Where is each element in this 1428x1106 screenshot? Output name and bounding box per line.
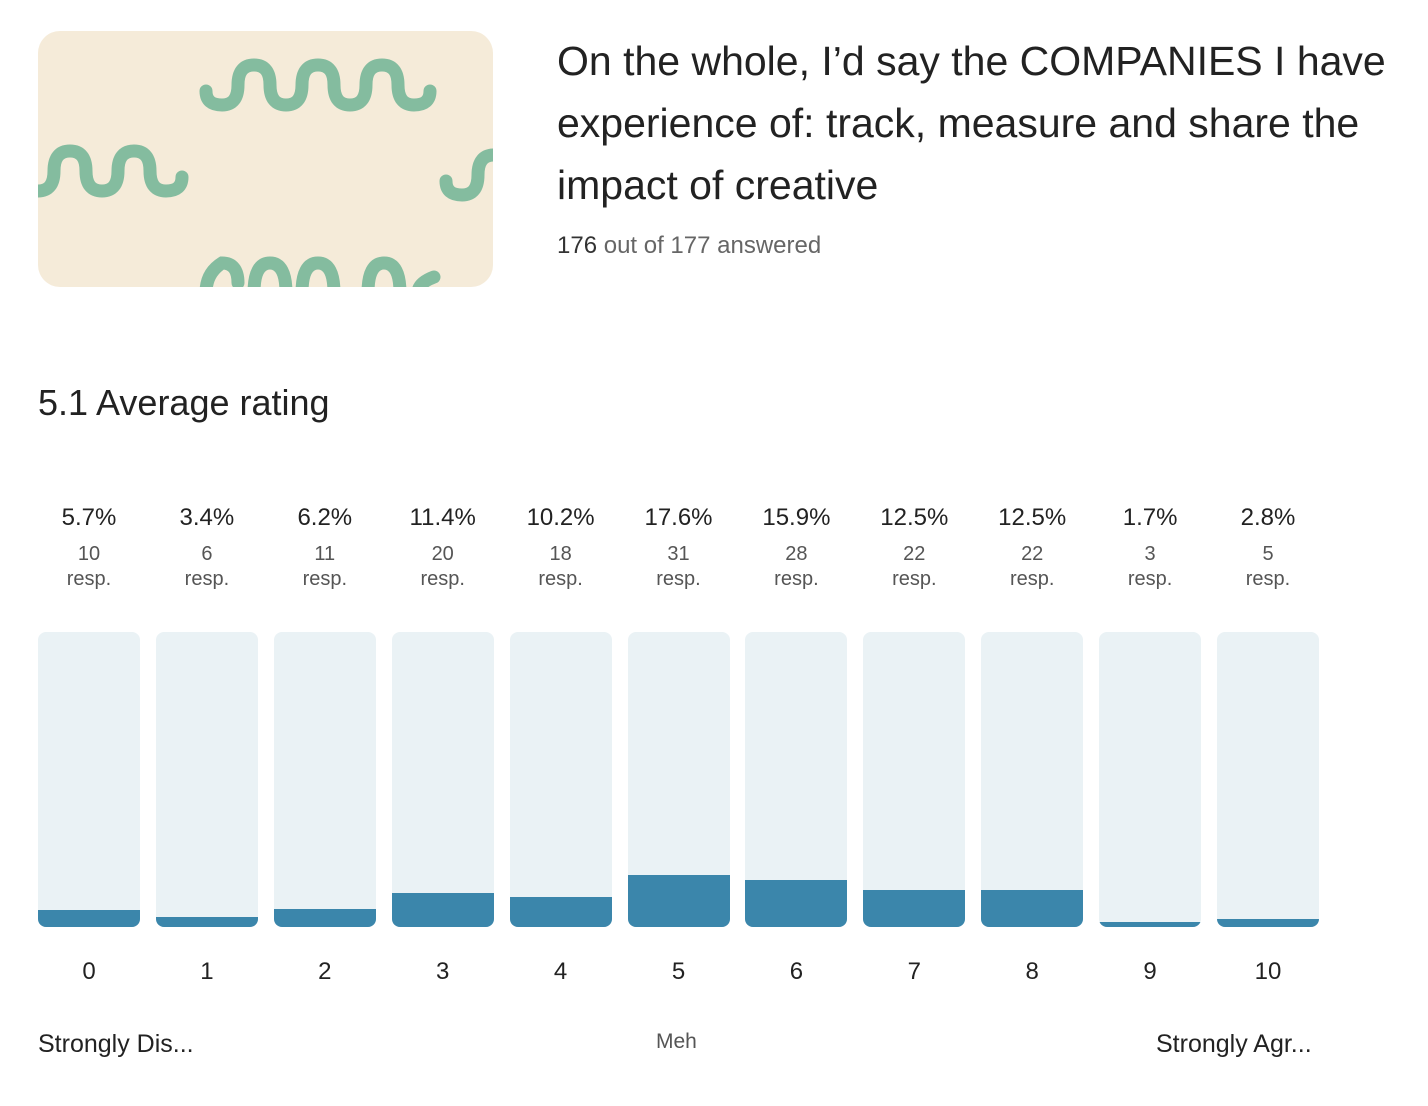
scale-label-left: Strongly Dis...: [38, 1030, 194, 1058]
resp-label: resp.: [302, 568, 348, 590]
percent-label: 12.5%: [998, 504, 1067, 531]
bar-fill: [1217, 918, 1319, 927]
scale-label-middle: Meh: [656, 1030, 697, 1053]
percent-label: 12.5%: [880, 504, 949, 531]
bar-track: [155, 632, 258, 927]
resp-label: resp.: [420, 568, 465, 590]
bar-fill: [745, 880, 848, 927]
percent-label: 3.4%: [179, 504, 235, 531]
bar-track: [1217, 632, 1319, 927]
count-label: 31: [667, 543, 690, 565]
count-label: 10: [77, 543, 101, 565]
bar-fill: [38, 910, 140, 927]
count-label: 22: [903, 543, 926, 565]
question-title: On the whole, I’d say the COMPANIES I ha…: [557, 38, 1386, 208]
bar-fill: [509, 896, 612, 927]
x-tick-label: 1: [200, 958, 214, 985]
rating-column: 12.5% 22 resp. 7: [863, 500, 966, 985]
count-label: 11: [314, 543, 336, 565]
resp-label: resp.: [538, 568, 583, 590]
bar-track: [273, 632, 376, 927]
bar-track: [981, 632, 1084, 927]
rating-column: 12.5% 22 resp. 8: [981, 500, 1084, 985]
count-label: 22: [1021, 543, 1044, 565]
resp-label: resp.: [774, 568, 819, 590]
bar-fill: [273, 908, 376, 927]
resp-label: resp.: [892, 568, 937, 590]
rating-column: 3.4% 6 resp. 1: [155, 500, 258, 985]
bar-track: [38, 632, 140, 927]
x-tick-label: 10: [1254, 958, 1282, 985]
bar-fill: [627, 875, 730, 927]
rating-column: 1.7% 3 resp. 9: [1099, 500, 1202, 985]
count-label: 18: [549, 543, 572, 565]
percent-label: 17.6%: [644, 504, 713, 531]
average-rating: 5.1 Average rating: [38, 382, 330, 423]
percent-label: 1.7%: [1122, 504, 1178, 531]
count-label: 28: [785, 543, 808, 565]
question-image-card: [38, 31, 493, 287]
count-label: 5: [1262, 543, 1274, 565]
x-tick-label: 9: [1143, 958, 1157, 985]
x-tick-label: 8: [1025, 958, 1039, 985]
percent-label: 5.7%: [61, 504, 117, 531]
x-tick-label: 7: [907, 958, 921, 985]
bar-fill: [863, 890, 966, 927]
rating-column: 2.8% 5 resp. 10: [1217, 500, 1319, 985]
bar-track: [1099, 632, 1202, 927]
rating-column: 17.6% 31 resp. 5: [627, 500, 730, 985]
x-tick-label: 3: [436, 958, 450, 985]
bar-track: [627, 632, 730, 927]
percent-label: 6.2%: [297, 504, 353, 531]
bar-fill: [1099, 922, 1202, 927]
x-tick-label: 2: [318, 958, 332, 985]
count-label: 20: [431, 543, 454, 565]
x-tick-label: 4: [553, 958, 568, 985]
x-tick-label: 0: [82, 958, 96, 985]
resp-label: resp.: [656, 568, 701, 590]
resp-label: resp.: [1009, 568, 1055, 590]
percent-label: 11.4%: [409, 504, 476, 531]
resp-label: resp.: [184, 568, 230, 590]
x-tick-label: 6: [789, 958, 804, 985]
percent-label: 15.9%: [762, 504, 831, 531]
percent-label: 10.2%: [526, 504, 595, 531]
rating-column: 6.2% 11 resp. 2: [273, 500, 376, 985]
bar-fill: [155, 916, 258, 927]
bar-track: [509, 632, 612, 927]
bar-track: [863, 632, 966, 927]
bar-track: [391, 632, 494, 927]
resp-label: resp.: [66, 568, 112, 590]
bar-fill: [981, 890, 1084, 927]
count-label: 3: [1144, 543, 1156, 565]
rating-column: 11.4% 20 resp. 3: [391, 500, 494, 985]
rating-column: 10.2% 18 resp. 4: [509, 500, 612, 985]
resp-label: resp.: [1127, 568, 1173, 590]
bar-fill: [391, 893, 494, 927]
wave-pattern-icon: [38, 58, 493, 287]
rating-column: 15.9% 28 resp. 6: [745, 500, 848, 985]
resp-label: resp.: [1245, 568, 1291, 590]
x-tick-label: 5: [671, 958, 686, 985]
count-label: 6: [201, 543, 213, 565]
answered-count: 176 out of 177 answered: [557, 232, 822, 259]
scale-label-right: Strongly Agr...: [1156, 1030, 1312, 1058]
rating-column: 5.7% 10 resp. 0: [38, 500, 140, 985]
percent-label: 2.8%: [1240, 504, 1296, 531]
bar-track: [745, 632, 848, 927]
